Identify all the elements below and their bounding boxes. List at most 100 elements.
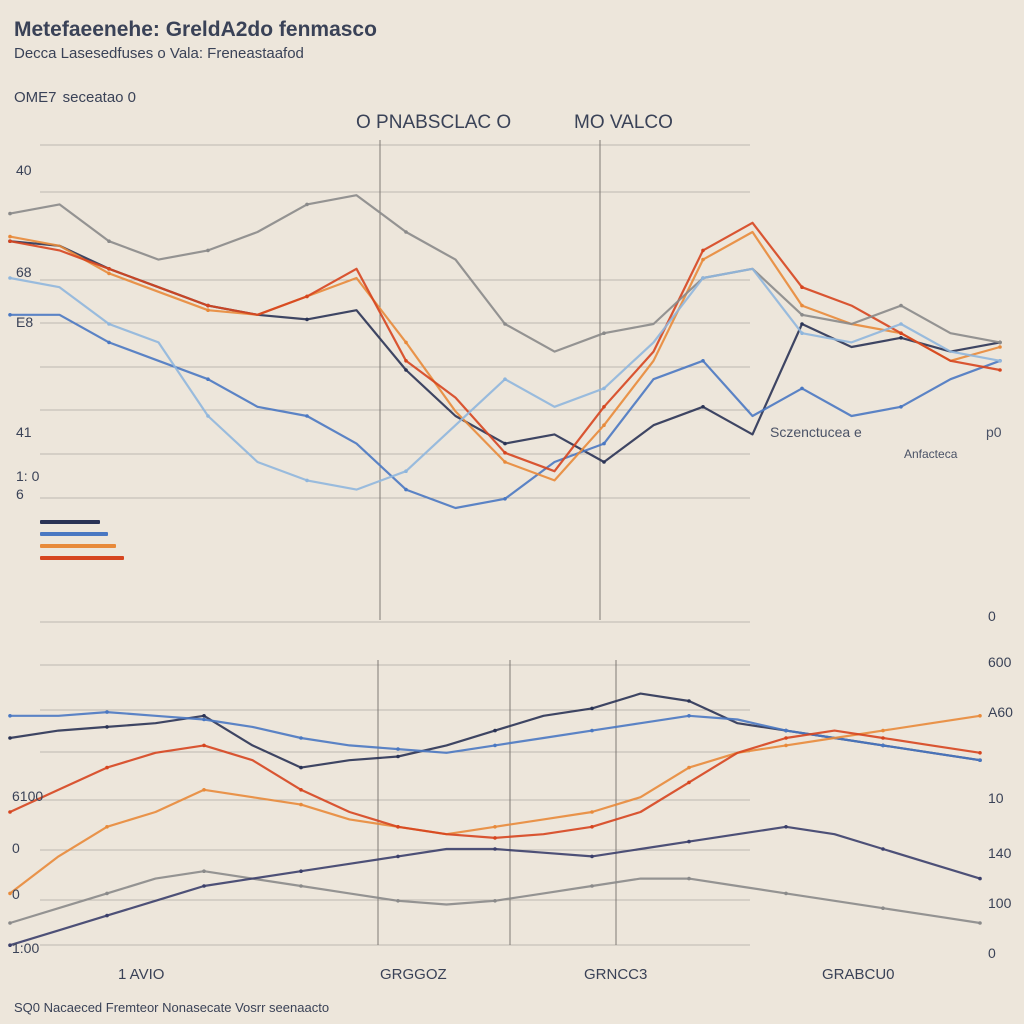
series-point	[8, 921, 12, 925]
series-point	[202, 869, 206, 873]
y-tick-label-right: 140	[988, 845, 1012, 861]
series-point	[8, 736, 12, 740]
panel-header-middle: O PNABSCLAC O	[356, 112, 512, 133]
series-point	[602, 423, 606, 428]
series-point	[305, 202, 309, 207]
series-point	[8, 891, 12, 896]
series-point	[396, 825, 400, 829]
series-point	[602, 405, 606, 409]
y-tick-label: 0	[12, 840, 20, 856]
series-point	[602, 441, 606, 446]
series-point	[602, 386, 606, 391]
series-point	[503, 441, 507, 446]
series-point	[299, 736, 303, 740]
series-point	[493, 728, 497, 733]
series-line-0-4	[9, 194, 1001, 353]
y-tick-label: E8	[16, 314, 34, 330]
series-point	[206, 303, 210, 308]
series-point	[396, 899, 400, 903]
y-tick-label: 41	[16, 424, 32, 440]
upper-panel-label: OME7 seceatao 0	[14, 82, 136, 108]
series-point	[493, 825, 497, 829]
series-point	[404, 359, 408, 363]
series-point	[899, 405, 903, 409]
series-point	[206, 308, 210, 313]
chart-title: Metefaeenehe: GreldA2do fenmasco	[14, 18, 377, 41]
series-point	[299, 869, 303, 873]
series-point	[8, 239, 12, 243]
y-tick-label-right: 0	[988, 945, 996, 961]
series-point	[105, 913, 109, 918]
y-tick-label: 40	[16, 162, 32, 178]
y-tick-label: 1:00	[12, 940, 40, 956]
series-point	[404, 230, 408, 234]
series-point	[998, 345, 1002, 349]
series-point	[899, 322, 903, 326]
series-point	[687, 876, 691, 881]
y-tick-label: 68	[16, 264, 32, 280]
series-point	[800, 313, 804, 317]
series-point	[590, 728, 594, 733]
series-point	[305, 317, 309, 322]
series-point	[881, 743, 885, 748]
y-tick-label: 0	[12, 886, 20, 902]
x-category-label: GRABCU0	[822, 966, 895, 983]
series-point	[493, 847, 497, 851]
series-point	[8, 714, 12, 718]
series-point	[590, 825, 594, 829]
series-point	[899, 331, 903, 336]
series-point	[701, 359, 705, 363]
series-point	[107, 239, 111, 243]
upper-panel-label-sub: seceatao 0	[62, 89, 137, 106]
series-point	[107, 267, 111, 271]
y-tick-label-right: 600	[988, 654, 1012, 670]
series-point	[396, 854, 400, 859]
series-point	[978, 758, 982, 762]
series-point	[305, 478, 309, 483]
series-point	[800, 285, 804, 290]
series-point	[998, 368, 1002, 372]
series-point	[998, 340, 1002, 345]
series-point	[105, 765, 109, 770]
y-tick-label-right: 10	[988, 790, 1004, 806]
x-category-label: GRGGOZ	[380, 966, 447, 983]
series-point	[299, 884, 303, 888]
series-point	[687, 780, 691, 785]
series-point	[493, 899, 497, 903]
series-point	[8, 943, 12, 947]
series-point	[503, 497, 507, 501]
series-point	[404, 340, 408, 345]
series-line-1-4	[9, 870, 981, 925]
series-point	[206, 414, 210, 418]
series-point	[305, 414, 309, 418]
annotation-sublabel: Anfacteca	[904, 447, 958, 461]
y-tick-label: 1: 0	[16, 468, 40, 484]
series-point	[404, 487, 408, 492]
legend-swatch	[40, 520, 100, 524]
legend-swatch	[40, 532, 108, 536]
series-point	[206, 248, 210, 253]
chart-subtitle: Decca Lasesedfuses o Vala: Freneastaafod	[14, 45, 304, 62]
series-point	[978, 876, 982, 881]
series-point	[687, 714, 691, 718]
series-point	[784, 891, 788, 896]
series-point	[107, 322, 111, 326]
series-point	[202, 884, 206, 888]
series-point	[881, 736, 885, 740]
series-point	[784, 728, 788, 733]
series-point	[105, 891, 109, 896]
series-point	[881, 906, 885, 910]
series-point	[978, 714, 982, 718]
series-point	[503, 460, 507, 464]
series-point	[305, 294, 309, 299]
series-point	[202, 743, 206, 748]
chart-footer: SQ0 Nacaeced Fremteor Nonasecate Vosrr s…	[14, 1000, 330, 1015]
series-point	[590, 854, 594, 859]
series-point	[784, 743, 788, 748]
y-tick-label-right: 100	[988, 895, 1012, 911]
series-point	[899, 336, 903, 340]
series-point	[396, 747, 400, 751]
series-point	[687, 839, 691, 844]
series-point	[784, 825, 788, 829]
